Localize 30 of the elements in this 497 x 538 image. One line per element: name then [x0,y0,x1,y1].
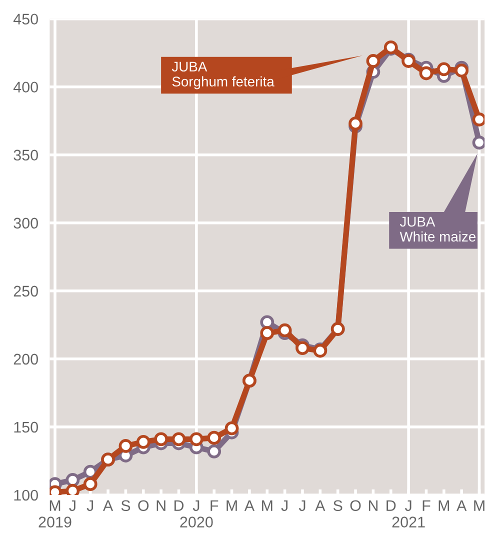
x-tick-label: A [244,500,255,511]
x-tick-label: A [102,500,114,511]
y-tick-label: 200 [14,354,38,365]
y-tick-label: 250 [14,286,38,297]
x-tick-label: F [422,500,430,511]
x-tick-label: O [138,500,149,512]
x-tick-label: N [156,500,166,511]
y-tick-label: 450 [13,14,38,25]
x-tick-label: S [333,500,342,512]
x-tick-label: M [474,500,484,511]
x-tick-label: J [298,500,306,512]
x-tick-label: A [315,500,326,511]
x-tick-label: M [226,500,237,511]
y-tick-label: 350 [14,150,38,161]
y-tick-label: 300 [14,218,38,229]
x-tick-label: J [86,500,94,512]
text: JUBA White maize [400,216,476,242]
x-tick-label: F [210,500,218,511]
x-tick-label: J [69,500,76,512]
x-tick-label: O [350,500,361,512]
x-tick-label: J [281,500,288,512]
x-tick-label: M [438,500,450,511]
y-tick-label: 100 [14,490,38,501]
x-tick-label: A [456,500,467,511]
y-tick-label: 150 [14,422,38,433]
x-tick-label: N [368,500,378,511]
y-tick-label: 400 [13,82,38,93]
x-tick-label: M [262,500,272,511]
text: JUBA Sorghum feterita [172,62,274,90]
x-tick-label: S [121,500,130,512]
